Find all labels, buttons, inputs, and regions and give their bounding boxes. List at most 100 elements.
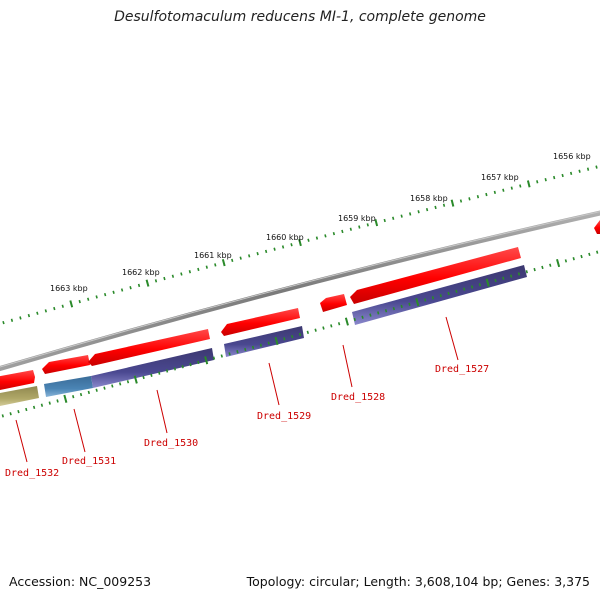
- cds-track: [0, 265, 527, 407]
- outer-ring-tick: [324, 234, 327, 238]
- outer-ring-tick: [248, 254, 251, 258]
- inner-ring-tick: [431, 296, 435, 300]
- outer-ring-tick: [526, 180, 531, 188]
- kbp-label-1660: 1660 kbp: [266, 233, 304, 242]
- inner-ring-tick: [150, 373, 153, 377]
- inner-ring-tick: [455, 289, 458, 293]
- inner-ring-tick: [564, 259, 568, 263]
- inner-ring-tick: [204, 356, 209, 365]
- cds-bar-dred-1529[interactable]: [224, 326, 304, 357]
- outer-ring-tick: [468, 197, 471, 201]
- outer-ring-tick: [87, 297, 90, 301]
- outer-ring-tick: [358, 225, 361, 229]
- outer-ring-tick: [349, 227, 352, 231]
- cds-bar-dred-1532[interactable]: [0, 386, 39, 407]
- outer-ring-tick: [366, 223, 369, 227]
- gene-arrow-dred-1527[interactable]: [350, 247, 521, 304]
- inner-ring-tick: [189, 362, 192, 367]
- gene-label-dred-1528[interactable]: Dred_1528: [331, 392, 385, 403]
- inner-ring-tick: [251, 345, 255, 350]
- gene-arrow-dred-1531[interactable]: [42, 355, 90, 374]
- outer-ring-tick: [188, 270, 192, 274]
- outer-ring-tick: [442, 203, 446, 207]
- kbp-labels: 1656 kbp 1657 kbp 1658 kbp 1659 kbp 1660…: [50, 152, 591, 293]
- inner-ring-tick: [478, 283, 482, 287]
- inner-ring-tick: [556, 258, 561, 268]
- inner-ring-tick: [588, 252, 591, 257]
- outer-tick-ring: [2, 165, 598, 325]
- inner-ring-tick: [72, 395, 75, 399]
- outer-ring-tick: [19, 316, 22, 320]
- outer-ring-tick: [171, 274, 175, 278]
- inner-ring-tick: [267, 341, 270, 345]
- outer-ring-tick: [27, 313, 31, 318]
- outer-ring-tick: [120, 288, 124, 292]
- cds-bar-dred-1527[interactable]: [352, 265, 527, 325]
- outer-ring-tick: [256, 252, 259, 256]
- inner-ring-tick: [439, 293, 442, 298]
- outer-ring-tick: [145, 279, 150, 287]
- inner-ring-tick: [361, 315, 364, 319]
- inner-ring-tick: [32, 405, 36, 410]
- outer-ring-tick: [112, 290, 115, 294]
- outer-ring-tick: [61, 304, 64, 308]
- outer-ring-tick: [273, 247, 276, 251]
- outer-ring-tick: [434, 205, 437, 210]
- gene-label-dred-1532[interactable]: Dred_1532: [5, 468, 59, 479]
- outer-ring-tick: [214, 263, 217, 267]
- inner-ring-tick: [517, 272, 521, 276]
- outer-ring-tick: [341, 229, 344, 234]
- inner-ring-tick: [56, 399, 59, 403]
- outer-ring-tick: [95, 295, 98, 299]
- outer-ring-tick: [264, 249, 268, 254]
- inner-ring-tick: [400, 304, 403, 309]
- inner-ring-tick: [541, 265, 544, 270]
- inner-ring-tick: [126, 380, 130, 384]
- inner-ring-tick: [291, 334, 294, 339]
- inner-ring-tick: [274, 336, 279, 346]
- inner-ring-tick: [408, 302, 411, 306]
- inner-ring-tick: [447, 291, 450, 296]
- gene-arrow-dred-1529[interactable]: [221, 308, 300, 336]
- outer-ring-tick: [221, 259, 226, 267]
- inner-ring-tick: [236, 350, 239, 354]
- inner-ring-tick: [525, 270, 528, 274]
- gene-arrow-offscreen[interactable]: [594, 220, 600, 234]
- gene-label-dred-1531[interactable]: Dred_1531: [62, 456, 116, 467]
- outer-ring-tick: [476, 195, 480, 199]
- inner-ring-tick: [259, 343, 263, 347]
- outer-ring-tick: [103, 292, 107, 297]
- inner-ring-tick: [181, 365, 184, 369]
- inner-ring-tick: [165, 369, 169, 373]
- cds-bar-dred-1531[interactable]: [44, 376, 93, 397]
- outer-ring-tick: [69, 300, 74, 308]
- outer-ring-tick: [595, 165, 598, 169]
- inner-ring-tick: [369, 313, 372, 317]
- inner-ring-tick: [142, 375, 145, 380]
- outer-ring-tick: [239, 256, 242, 260]
- outer-ring-tick: [281, 245, 285, 249]
- outer-ring-tick: [231, 258, 234, 263]
- outer-ring-tick: [408, 212, 412, 216]
- topology-text: Topology: circular; Length: 3,608,104 bp…: [246, 574, 590, 589]
- outer-ring-tick: [332, 231, 336, 236]
- outer-ring-tick: [561, 173, 564, 178]
- cds-bar-dred-1530[interactable]: [91, 348, 214, 388]
- outer-ring-tick: [586, 167, 590, 171]
- outer-ring-tick: [569, 171, 573, 176]
- outer-ring-tick: [400, 214, 403, 218]
- outer-ring-tick: [2, 320, 5, 325]
- inner-ring-tick: [87, 390, 91, 395]
- gene-arrow-dred-1530[interactable]: [88, 329, 210, 366]
- gene-arrow-dred-1528[interactable]: [320, 294, 347, 312]
- gene-label-dred-1530[interactable]: Dred_1530: [144, 438, 198, 449]
- outer-ring-tick: [578, 169, 581, 173]
- outer-ring-tick: [205, 265, 208, 269]
- inner-ring-tick: [298, 332, 302, 337]
- inner-ring-tick: [463, 287, 466, 291]
- gene-label-dred-1529[interactable]: Dred_1529: [257, 411, 311, 422]
- gene-arrow-dred-1532[interactable]: [0, 370, 35, 391]
- gene-label-dred-1527[interactable]: Dred_1527: [435, 364, 489, 375]
- outer-ring-tick: [197, 267, 200, 272]
